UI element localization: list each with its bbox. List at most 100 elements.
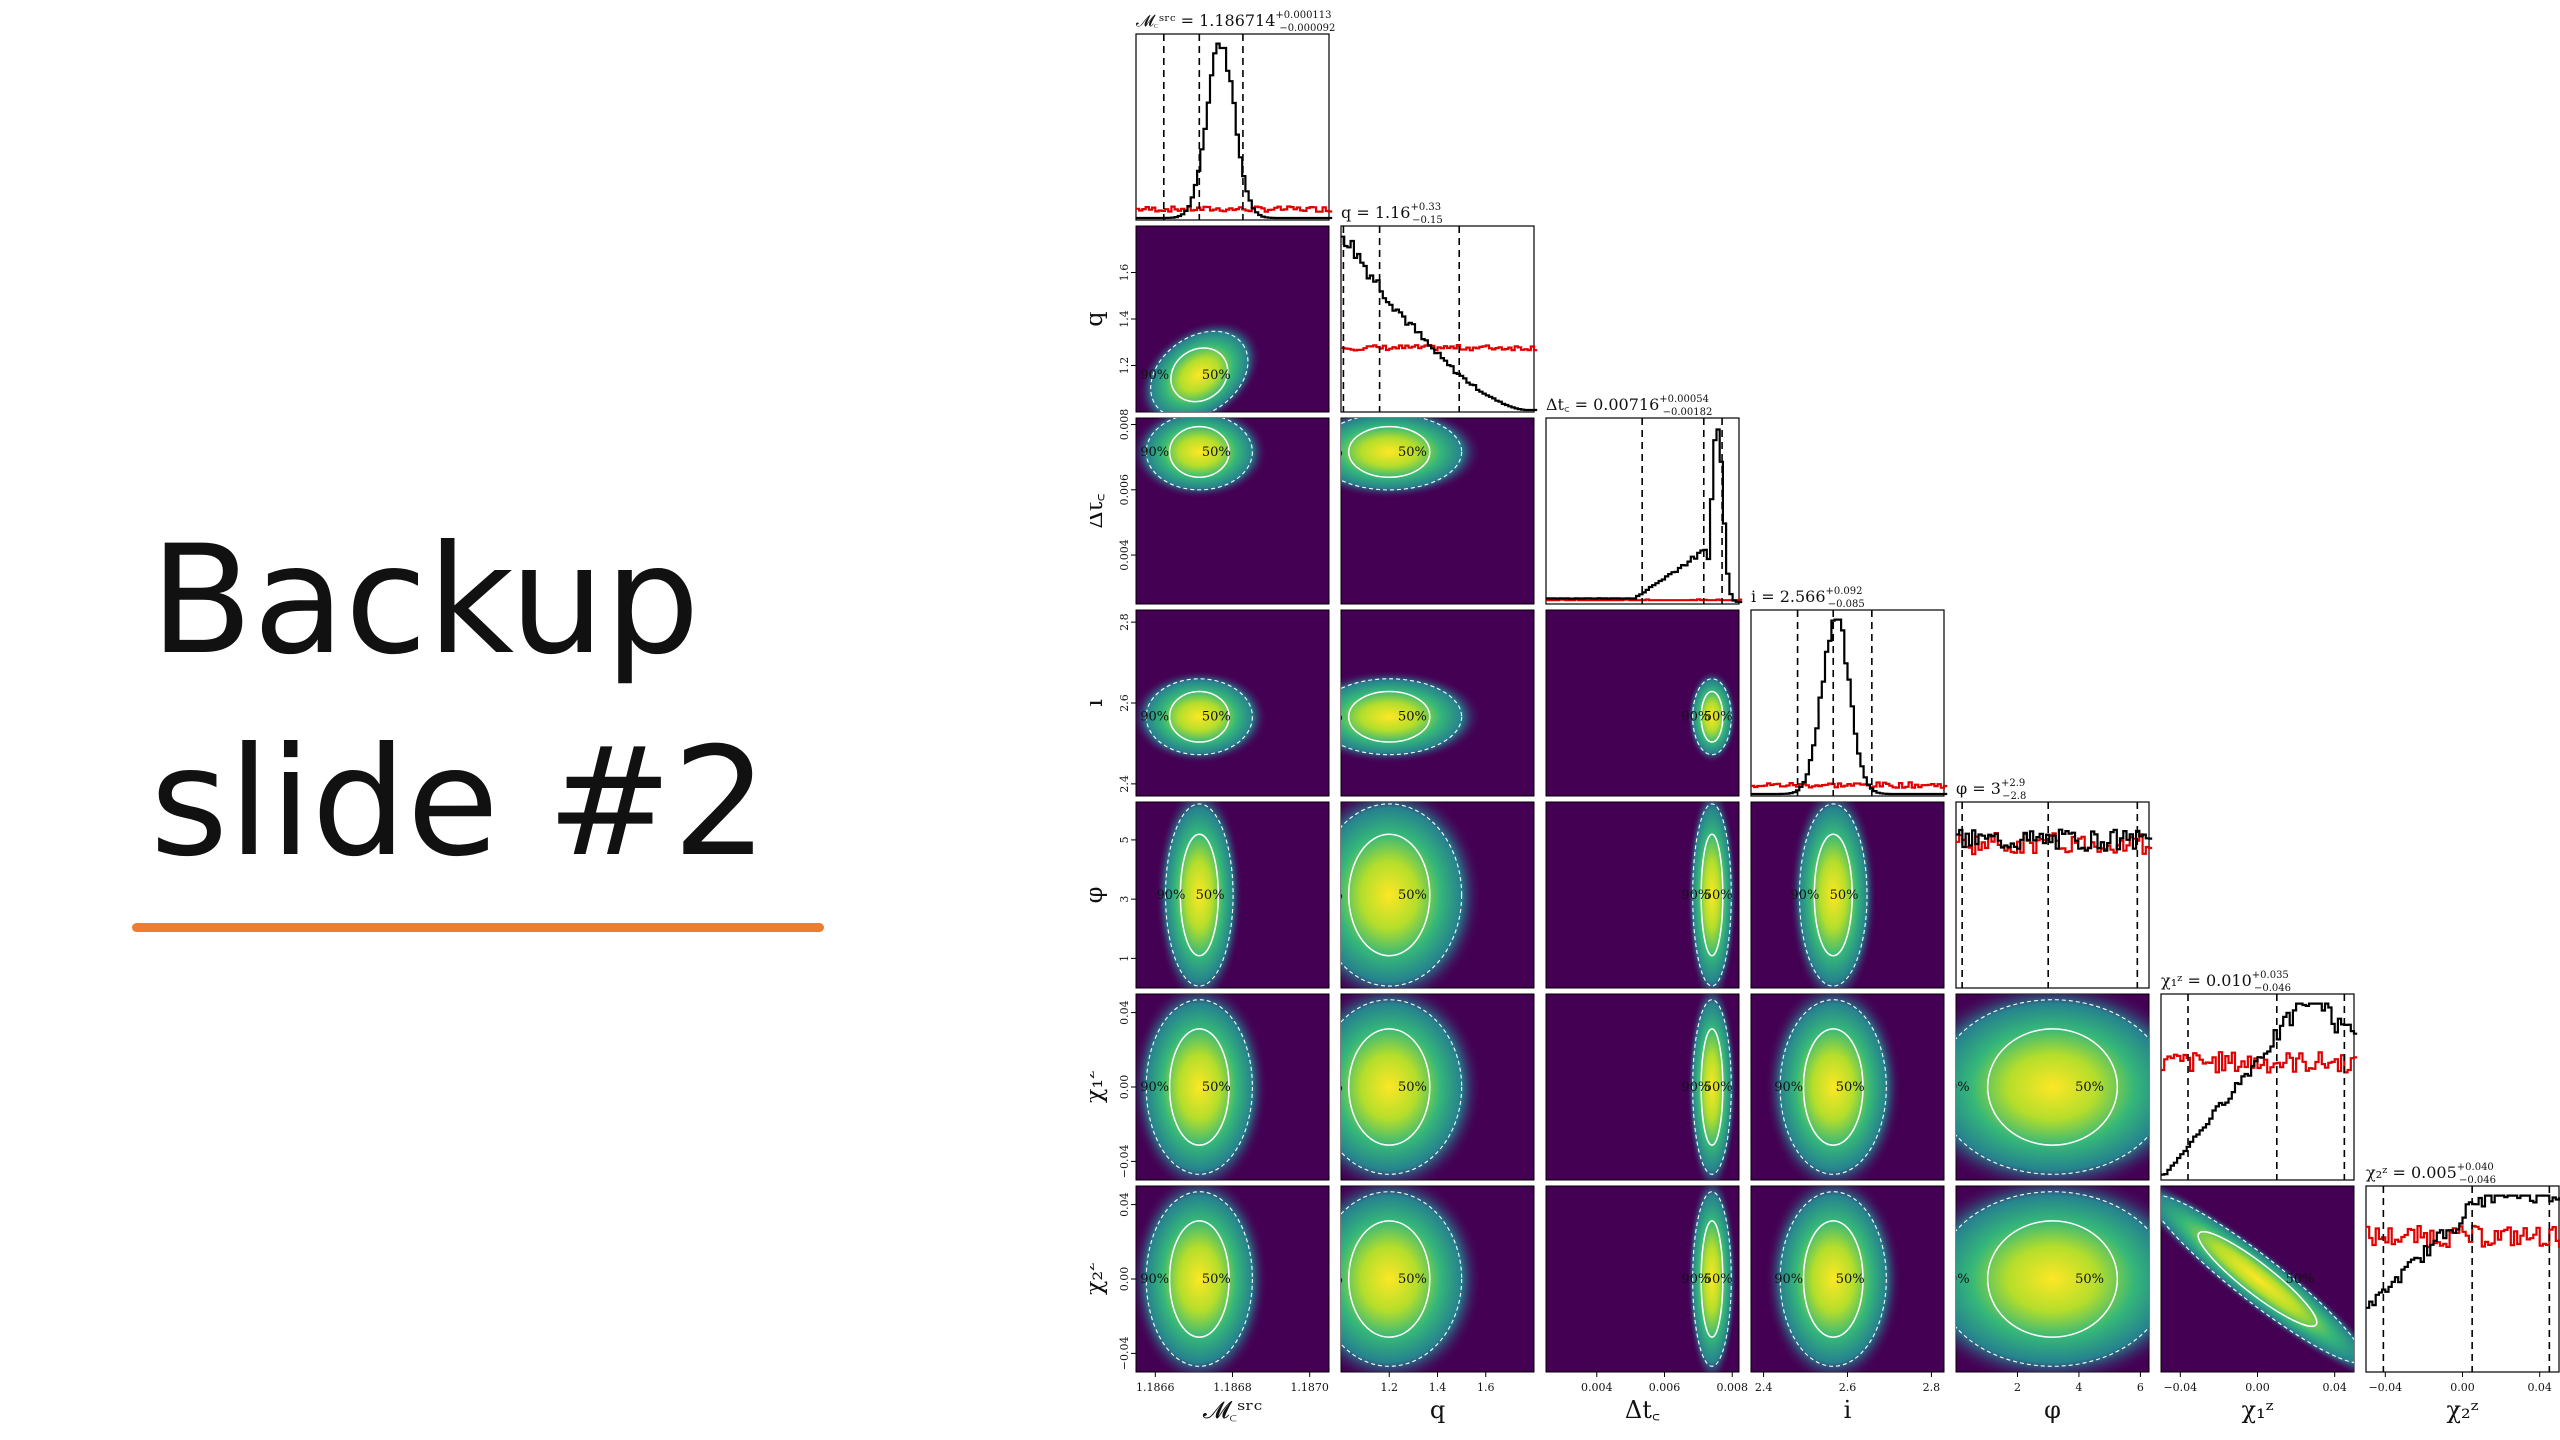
y-tick-label: 0.004 — [1118, 539, 1131, 571]
x-tick-label: 2.6 — [1839, 1381, 1857, 1394]
contour-label-90: 90% — [1156, 888, 1185, 903]
y-tick-label: 1 — [1118, 955, 1131, 962]
x-tick-label: 2 — [2014, 1381, 2021, 1394]
panel-title: 𝓜꜀ˢʳᶜ = 1.186714+0.000113 −0.000092 — [1136, 10, 1335, 34]
y-tick-label: 1.6 — [1118, 264, 1131, 282]
x-axis-label: i — [1844, 1396, 1852, 1424]
posterior-line — [2366, 1194, 2560, 1309]
posterior-line — [2161, 1002, 2358, 1176]
panel-frame — [2160, 993, 2355, 1181]
y-tick-label: 1.2 — [1118, 357, 1131, 375]
x-axis-label: Δt꜀ — [1625, 1396, 1660, 1424]
density-body: 50%90% — [1341, 1186, 1482, 1372]
density-body: 50%90% — [2161, 1186, 2354, 1372]
x-tick-label: 2.4 — [1755, 1381, 1773, 1394]
contour-90 — [1145, 418, 1253, 491]
contour-label-50: 50% — [1202, 368, 1231, 383]
density-body: 50%90% — [1765, 994, 1902, 1180]
y-tick-label: 1.4 — [1118, 310, 1131, 328]
contour-label-90: 90% — [1941, 1272, 1970, 1287]
panel-frame — [1750, 609, 1945, 797]
density-panel-dtc-chi1: 50%90% — [1545, 993, 1740, 1181]
density-fill — [1341, 1186, 1482, 1372]
contour-90 — [1692, 1191, 1732, 1367]
x-tick-label: 0.006 — [1649, 1381, 1681, 1394]
x-axis-label: χ₂ᶻ — [2446, 1396, 2478, 1424]
y-tick-label: 0.00 — [1118, 1267, 1131, 1292]
contour-90 — [1341, 999, 1463, 1175]
x-tick-label: 6 — [2137, 1381, 2144, 1394]
contour-90 — [1341, 1191, 1463, 1367]
x-tick-label: 4 — [2075, 1381, 2082, 1394]
y-axis-label: Δt꜀ — [1090, 493, 1108, 528]
density-body: 50%90% — [1956, 994, 2149, 1180]
y-tick-label: 2.4 — [1118, 775, 1131, 793]
contour-50 — [1700, 1220, 1724, 1338]
panel-title: i = 2.566+0.092 −0.085 — [1751, 586, 1865, 610]
contour-50 — [1179, 833, 1219, 957]
x-tick-label: 0.008 — [1716, 1381, 1748, 1394]
contour-label-50: 50% — [1704, 888, 1733, 903]
density-panel-Mc-chi2: 50% 90% 1.1866 1.1868 1.1870 𝓜꜀ˢʳᶜ −0.04 0.00 0.… — [1090, 1185, 1330, 1424]
x-tick-label: 0.00 — [2245, 1381, 2270, 1394]
density-fill — [1956, 994, 2149, 1180]
contour-50 — [2197, 1230, 2318, 1328]
y-tick-label: 3 — [1118, 896, 1131, 903]
contour-label-50: 50% — [1704, 1272, 1733, 1287]
panel-frame — [1135, 33, 1330, 221]
density-body: 50%90% — [1681, 1186, 1737, 1372]
contour-label-90: 90% — [1140, 710, 1169, 725]
density-fill — [1136, 670, 1268, 764]
prior-line — [1546, 598, 1743, 602]
density-fill — [1137, 320, 1262, 412]
density-body: 50%90% — [1136, 1186, 1268, 1372]
density-body: 50%90% — [1341, 670, 1482, 764]
contour-90 — [1164, 803, 1234, 987]
density-panel-i-chi2: 50% 90% 2.4 2.6 2.8 i — [1750, 1185, 1945, 1424]
density-body: 50%90% — [1790, 802, 1877, 988]
contour-50 — [1347, 690, 1431, 743]
contour-50 — [1168, 690, 1230, 743]
density-fill — [1687, 670, 1737, 764]
posterior-line — [1341, 235, 1538, 412]
contour-90 — [1145, 1191, 1253, 1367]
contour-90 — [1779, 999, 1887, 1175]
panel-title: φ = 3+2.9 −2.8 — [1956, 778, 2026, 802]
x-axis-label: χ₁ᶻ — [2241, 1396, 2273, 1424]
panel-title: Δt꜀ = 0.00716+0.00054 −0.00182 — [1546, 394, 1712, 418]
contour-50 — [1347, 1220, 1431, 1338]
prior-line — [1136, 205, 1333, 213]
density-body: 50%90% — [1681, 802, 1737, 988]
contour-50 — [1700, 690, 1724, 743]
density-panel-dtc-phi: 50%90% — [1545, 801, 1740, 989]
contour-90 — [1779, 1191, 1887, 1367]
density-fill — [1687, 802, 1737, 988]
contour-50 — [1168, 425, 1230, 478]
contour-90 — [1145, 678, 1253, 756]
density-body: 50%90% — [1681, 994, 1737, 1180]
density-body: 50%90% — [1136, 994, 1268, 1180]
density-body: 50%90% — [1341, 802, 1482, 988]
contour-50 — [1813, 833, 1853, 957]
contour-90 — [1341, 803, 1463, 987]
contour-label-50: 50% — [1704, 710, 1733, 725]
posterior-line — [1546, 428, 1743, 604]
density-fill — [1341, 802, 1482, 988]
contour-50 — [1168, 1028, 1230, 1146]
density-fill — [1156, 802, 1243, 988]
x-tick-label: 1.1868 — [1213, 1381, 1252, 1394]
panel-title: χ₁ᶻ = 0.010+0.035 −0.046 — [2161, 970, 2291, 994]
density-body: 50%90% — [1156, 802, 1243, 988]
accent-rule — [132, 923, 824, 932]
density-panel-dtc-chi2: 50%90% 0.004 0.006 0.008 Δt꜀ — [1545, 1185, 1748, 1424]
density-panel-q-i: 50% 90% — [1340, 609, 1535, 797]
x-tick-label: −0.04 — [2163, 1381, 2197, 1394]
prior-line — [2161, 1051, 2358, 1074]
y-axis-label: χ₁ᶻ — [1090, 1071, 1108, 1103]
density-panel-q-dtc: 50% 90% — [1314, 417, 1535, 605]
contour-label-90: 90% — [1314, 445, 1343, 460]
x-tick-label: 2.8 — [1923, 1381, 1941, 1394]
histogram-panel-phi: φ = 3+2.9 −2.8 — [1955, 778, 2153, 989]
density-body: 50%90% — [1137, 320, 1262, 412]
panel-title: χ₂ᶻ = 0.005+0.040 −0.046 — [2366, 1162, 2496, 1186]
